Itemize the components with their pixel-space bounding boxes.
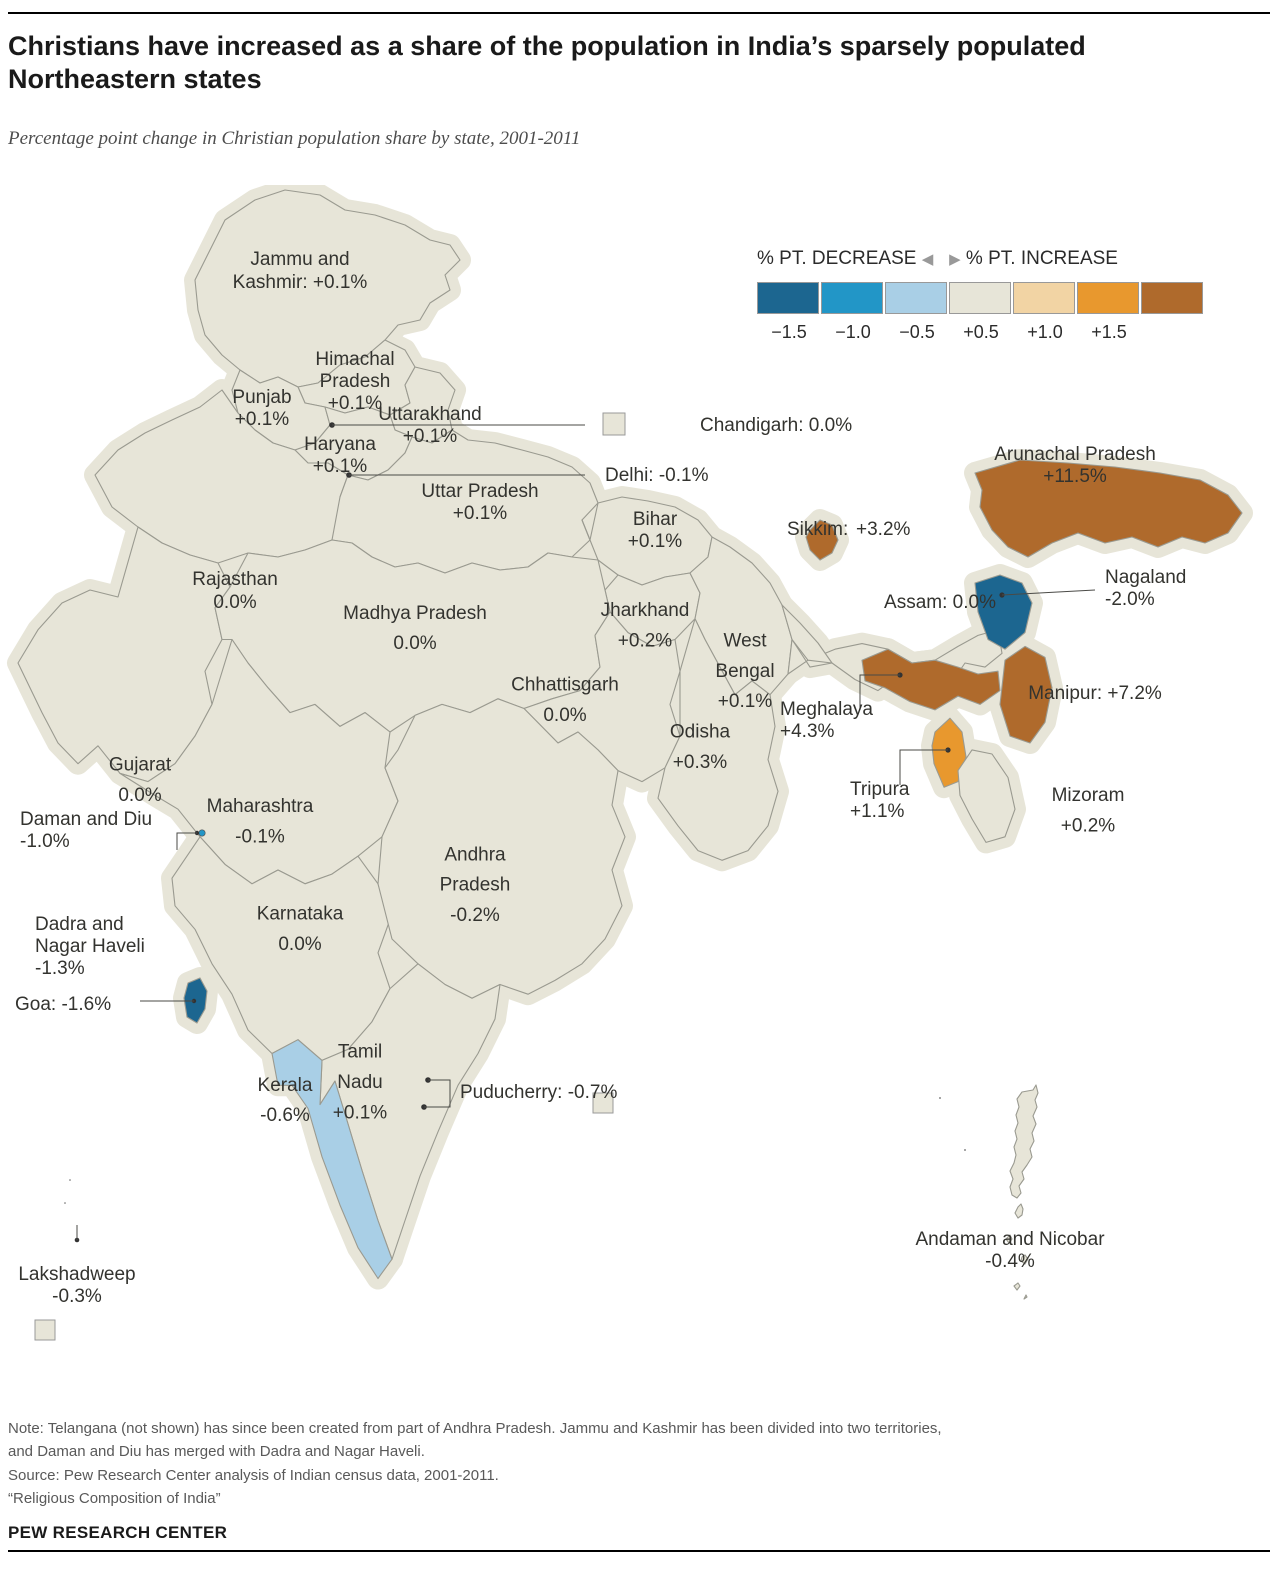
svg-text:0.0%: 0.0% (278, 934, 321, 955)
svg-text:Delhi: -0.1%: Delhi: -0.1% (605, 465, 709, 486)
svg-text:-0.6%: -0.6% (260, 1105, 310, 1126)
svg-text:-1.0%: -1.0% (20, 831, 70, 852)
svg-text:Odisha: Odisha (670, 722, 731, 743)
svg-text:Puducherry: -0.7%: Puducherry: -0.7% (460, 1082, 617, 1103)
svg-text:Mizoram: Mizoram (1052, 785, 1125, 806)
svg-text:-0.3%: -0.3% (52, 1286, 102, 1307)
svg-text:Arunachal Pradesh: Arunachal Pradesh (994, 444, 1156, 465)
svg-text:-0.2%: -0.2% (450, 905, 500, 926)
svg-text:-0.1%: -0.1% (235, 826, 285, 847)
svg-text:Manipur: +7.2%: Manipur: +7.2% (1028, 683, 1162, 704)
svg-text:+0.1%: +0.1% (403, 426, 458, 447)
svg-text:Bihar: Bihar (633, 509, 678, 530)
svg-text:+0.1%: +0.1% (333, 1102, 388, 1123)
svg-text:+0.2%: +0.2% (618, 630, 673, 651)
svg-text:+0.1%: +0.1% (313, 456, 368, 477)
svg-text:Tripura: Tripura (850, 779, 910, 800)
svg-text:Andaman and Nicobar: Andaman and Nicobar (915, 1229, 1105, 1250)
svg-text:Jharkhand: Jharkhand (601, 600, 690, 621)
svg-text:Madhya Pradesh: Madhya Pradesh (343, 603, 487, 624)
svg-text:Gujarat: Gujarat (109, 755, 172, 776)
svg-text:Lakshadweep: Lakshadweep (18, 1264, 135, 1285)
svg-text:+0.3%: +0.3% (673, 752, 728, 773)
svg-text:Rajasthan: Rajasthan (192, 569, 278, 590)
svg-text:Chhattisgarh: Chhattisgarh (511, 675, 619, 696)
svg-text:Haryana: Haryana (304, 434, 376, 455)
svg-text:Himachal: Himachal (315, 349, 394, 370)
svg-text:+0.1%: +0.1% (453, 503, 508, 524)
svg-text:Andhra: Andhra (444, 844, 506, 865)
svg-text:Kashmir: +0.1%: Kashmir: +0.1% (233, 272, 368, 293)
svg-text:Dadra and: Dadra and (35, 914, 124, 935)
svg-text:Punjab: Punjab (232, 387, 291, 408)
svg-text:0.0%: 0.0% (543, 705, 586, 726)
svg-text:Karnataka: Karnataka (257, 904, 344, 925)
svg-text:-0.4%: -0.4% (985, 1251, 1035, 1272)
svg-text:Nadu: Nadu (337, 1072, 382, 1093)
svg-text:-2.0%: -2.0% (1105, 589, 1155, 610)
svg-text:Meghalaya: Meghalaya (780, 699, 873, 720)
svg-text:Pradesh: Pradesh (320, 371, 391, 392)
svg-text:Assam: 0.0%: Assam: 0.0% (884, 592, 996, 613)
svg-text:0.0%: 0.0% (393, 633, 436, 654)
svg-text:Nagar Haveli: Nagar Haveli (35, 936, 145, 957)
svg-text:Nagaland: Nagaland (1105, 567, 1186, 588)
svg-text:+4.3%: +4.3% (780, 721, 835, 742)
svg-text:Tamil: Tamil (338, 1042, 382, 1063)
svg-text:Uttar Pradesh: Uttar Pradesh (421, 481, 538, 502)
svg-text:Goa: -1.6%: Goa: -1.6% (15, 994, 111, 1015)
svg-text:Sikkim:: Sikkim: (787, 519, 848, 540)
svg-text:-1.3%: -1.3% (35, 958, 85, 979)
svg-text:+3.2%: +3.2% (856, 519, 911, 540)
svg-text:+0.1%: +0.1% (628, 531, 683, 552)
svg-text:Maharashtra: Maharashtra (207, 796, 314, 817)
svg-text:Kerala: Kerala (258, 1075, 313, 1096)
svg-text:+0.1%: +0.1% (235, 409, 290, 430)
svg-text:Bengal: Bengal (715, 661, 774, 682)
svg-text:+0.1%: +0.1% (328, 393, 383, 414)
svg-text:Uttarakhand: Uttarakhand (378, 404, 482, 425)
svg-text:+1.1%: +1.1% (850, 801, 905, 822)
svg-text:Chandigarh: 0.0%: Chandigarh: 0.0% (700, 415, 852, 436)
svg-text:West: West (724, 630, 768, 651)
svg-text:Jammu and: Jammu and (250, 249, 349, 270)
svg-text:0.0%: 0.0% (118, 785, 161, 806)
svg-text:Pradesh: Pradesh (440, 875, 511, 896)
svg-text:+11.5%: +11.5% (1043, 466, 1107, 487)
svg-text:+0.2%: +0.2% (1061, 815, 1116, 836)
svg-text:Daman and Diu: Daman and Diu (20, 809, 152, 830)
svg-text:+0.1%: +0.1% (718, 691, 773, 712)
svg-text:0.0%: 0.0% (213, 592, 256, 613)
